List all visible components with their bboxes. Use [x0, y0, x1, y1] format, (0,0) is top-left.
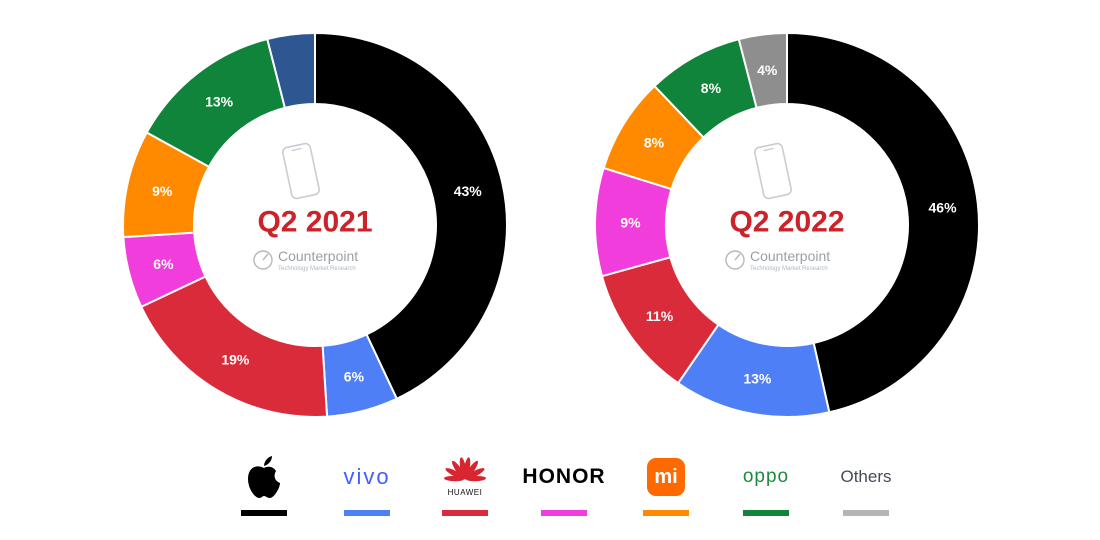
slice-apple-icon: [314, 31, 508, 401]
slice-label: 46%: [929, 200, 958, 216]
slice-apple-icon: [786, 31, 980, 414]
donut-chart-q2-2021: 43% 6% 19% 6% 9% 13% Q2 2021 Counterpoint Techno…: [122, 31, 508, 418]
counterpoint-tagline: Technology Market Research: [750, 266, 828, 272]
legend-item-mi: mi: [616, 452, 716, 532]
slice-label: 4%: [757, 62, 778, 78]
slice-label: 43%: [454, 183, 483, 199]
phone-outline-icon: [754, 142, 792, 200]
slice-huawei: [139, 275, 329, 418]
legend-swatch-apple: [241, 510, 287, 516]
counterpoint-watermark: Counterpoint Technology Market Research: [253, 248, 358, 272]
huawei-flower-icon: [444, 457, 486, 482]
slice-label: 9%: [620, 215, 641, 231]
counterpoint-tagline: Technology Market Research: [278, 266, 356, 272]
vivo-logo: vivo: [343, 464, 391, 489]
legend: vivo HUAWEI: [0, 440, 1100, 540]
slice-label: 9%: [152, 183, 173, 199]
legend-swatch-honor: [541, 510, 587, 516]
slice-label: 6%: [153, 256, 174, 272]
slice-label: 8%: [644, 134, 665, 150]
huawei-logo: HUAWEI: [443, 457, 487, 497]
slice-label: 8%: [701, 80, 722, 96]
legend-item-oppo: oppo: [716, 452, 816, 532]
counterpoint-name: Counterpoint: [750, 248, 830, 264]
legend-swatch-mi: [643, 510, 689, 516]
slice-label: 11%: [646, 308, 674, 324]
counterpoint-logo-icon: [253, 250, 273, 270]
oppo-logo: oppo: [742, 466, 790, 487]
legend-swatch-oppo: [743, 510, 789, 516]
legend-item-others: Others: [816, 452, 916, 532]
honor-logo: HONOR: [522, 465, 606, 488]
legend-item-apple: [214, 452, 314, 532]
others-label: Others: [840, 467, 892, 486]
huawei-wordmark: HUAWEI: [447, 488, 483, 497]
chart-title: Q2 2021: [257, 206, 372, 239]
legend-swatch-huawei: [442, 510, 488, 516]
legend-item-honor: HONOR: [514, 452, 614, 532]
donut-charts: 43% 6% 19% 6% 9% 13% Q2 2021 Counterpoint Techno…: [122, 31, 980, 418]
counterpoint-name: Counterpoint: [278, 248, 358, 264]
slice-label: 6%: [344, 369, 365, 385]
legend-item-huawei: HUAWEI: [415, 452, 515, 532]
counterpoint-logo-icon: [725, 250, 745, 270]
phone-outline-icon: [282, 142, 320, 200]
counterpoint-watermark: Counterpoint Technology Market Research: [725, 248, 830, 272]
slice-label: 19%: [221, 352, 250, 368]
legend-swatch-others: [843, 510, 889, 516]
slice-label: 13%: [205, 93, 234, 109]
slice-others: [737, 31, 788, 110]
apple-icon: [214, 452, 314, 502]
donut-chart-q2-2022: 46% 13% 11% 9% 8% 8% 4% Q2 2022 Counterpoint Tech…: [594, 31, 980, 418]
slice-label: 13%: [743, 371, 772, 387]
chart-title: Q2 2022: [729, 206, 844, 239]
legend-item-vivo: vivo: [317, 452, 417, 532]
legend-swatch-vivo: [344, 510, 390, 516]
slice-others: [266, 31, 316, 110]
xiaomi-mi-icon: mi: [647, 458, 685, 496]
